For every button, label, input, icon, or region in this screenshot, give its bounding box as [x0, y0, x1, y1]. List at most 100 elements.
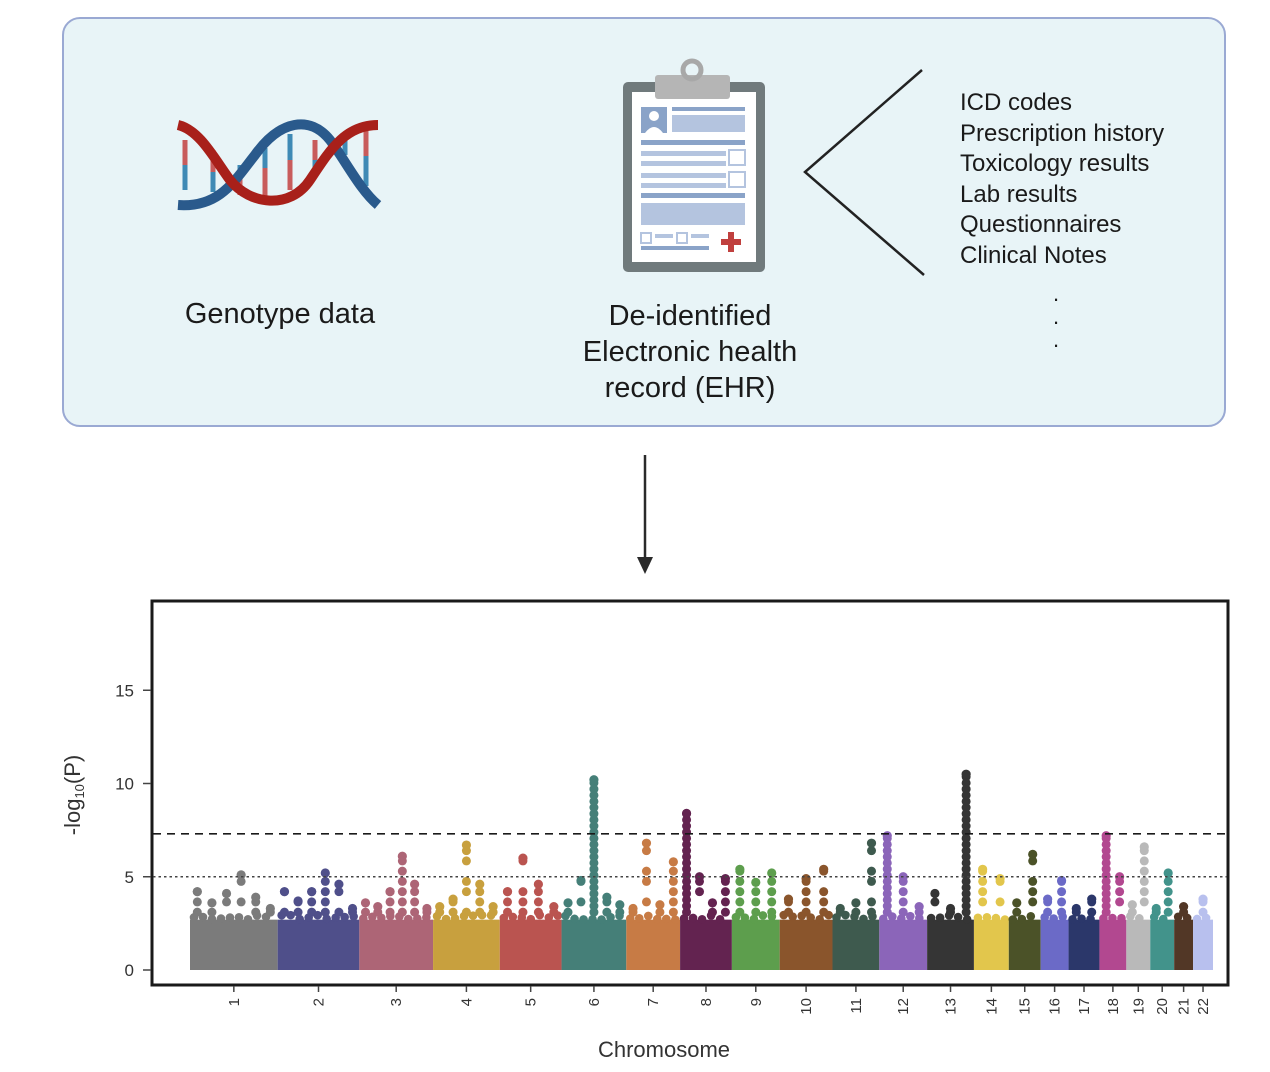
snp-point — [682, 846, 692, 856]
snp-peak-point — [602, 892, 612, 902]
snp-point — [461, 856, 471, 866]
snp-peak-point — [1139, 842, 1149, 852]
snp-point — [518, 887, 528, 897]
snp-point — [1101, 883, 1111, 893]
snp-peak-point — [866, 838, 877, 848]
snp-peak-point — [641, 838, 652, 848]
x-tick-label: 18 — [1105, 998, 1122, 1015]
snp-peak-point — [668, 857, 678, 867]
snp-point — [1139, 897, 1149, 907]
chromosome-band-11 — [832, 919, 880, 970]
snp-point — [320, 887, 330, 897]
snp-peak-point — [1198, 894, 1208, 904]
x-tick-label: 21 — [1176, 998, 1193, 1015]
snp-point — [898, 907, 908, 917]
snp-peak-point — [373, 901, 383, 912]
snp-point — [961, 870, 971, 880]
snp-peak-point — [488, 901, 498, 912]
snp-peak-point — [1151, 903, 1161, 914]
snp-point — [882, 839, 892, 849]
ehr-label: De-identified Electronic health record (… — [540, 298, 840, 406]
snp-point — [1057, 897, 1067, 907]
snp-point — [533, 897, 543, 907]
snp-point — [682, 833, 692, 843]
snp-point — [867, 866, 877, 876]
y-tick-label: 0 — [125, 961, 134, 980]
x-tick-label: 5 — [523, 998, 540, 1006]
snp-point — [461, 907, 471, 917]
snp-point — [801, 887, 811, 897]
ehr-label-line: Electronic health — [582, 336, 798, 368]
snp-point — [589, 870, 599, 880]
bracket-connector — [803, 69, 925, 276]
snp-point — [1198, 907, 1208, 917]
snp-point — [815, 914, 824, 924]
snp-point — [397, 876, 407, 886]
snp-peak-point — [461, 840, 472, 850]
snp-peak-point — [819, 864, 829, 874]
list-item: Prescription history — [960, 119, 1165, 147]
snp-point — [867, 846, 877, 856]
list-item: Lab results — [960, 180, 1078, 208]
y-tick-label: 10 — [115, 775, 134, 794]
snp-peak-point — [835, 903, 845, 914]
snp-peak-point — [995, 874, 1005, 884]
snp-point — [1117, 913, 1126, 923]
snp-point — [234, 912, 244, 922]
snp-point — [236, 897, 246, 907]
x-tick-label: 11 — [848, 998, 865, 1014]
snp-point — [589, 895, 599, 905]
snp-point — [961, 839, 971, 849]
snp-point — [1043, 907, 1053, 917]
snp-peak-point — [930, 888, 940, 899]
chromosome-band-18 — [1099, 919, 1127, 970]
snp-point — [641, 897, 651, 907]
snp-point — [1101, 895, 1111, 905]
snp-point — [707, 907, 717, 917]
snp-point — [668, 866, 678, 876]
snp-point — [570, 914, 579, 924]
snp-point — [882, 870, 892, 880]
snp-point — [819, 887, 829, 897]
snp-point — [589, 846, 599, 856]
snp-point — [576, 897, 586, 907]
snp-peak-point — [1043, 894, 1053, 904]
snp-point — [1087, 907, 1097, 917]
snp-point — [682, 870, 692, 880]
snp-peak-point — [1028, 849, 1038, 859]
snp-point — [1049, 914, 1058, 923]
snp-point — [882, 846, 892, 856]
snp-point — [882, 901, 892, 911]
snp-point — [461, 887, 471, 897]
ellipsis-more: . . . — [1053, 282, 1059, 351]
snp-point — [1057, 887, 1067, 897]
x-tick-label: 20 — [1154, 998, 1171, 1015]
snp-point — [589, 784, 599, 794]
snp-point — [643, 911, 653, 921]
snp-peak-point — [236, 870, 246, 880]
chromosome-band-10 — [779, 919, 833, 970]
snp-point — [898, 897, 908, 907]
x-tick-label: 8 — [698, 998, 715, 1006]
x-tick-label: 13 — [943, 998, 960, 1015]
snp-point — [961, 784, 971, 794]
snp-peak-point — [783, 894, 794, 904]
x-tick-label: 17 — [1076, 998, 1093, 1015]
snp-point — [801, 897, 811, 907]
chromosome-band-15 — [1008, 919, 1041, 970]
snp-point — [340, 912, 349, 922]
snp-point — [668, 907, 678, 917]
snp-point — [1101, 907, 1111, 917]
snp-point — [961, 846, 971, 856]
snp-peak-point — [221, 888, 232, 899]
snp-point — [1139, 866, 1149, 876]
snp-peak-point — [265, 903, 275, 914]
snp-point — [589, 889, 599, 899]
snp-point — [207, 914, 217, 924]
snp-point — [579, 915, 588, 924]
snp-point — [961, 803, 971, 813]
chromosome-band-21 — [1174, 919, 1194, 970]
snp-point — [634, 913, 644, 923]
snp-point — [397, 866, 407, 876]
